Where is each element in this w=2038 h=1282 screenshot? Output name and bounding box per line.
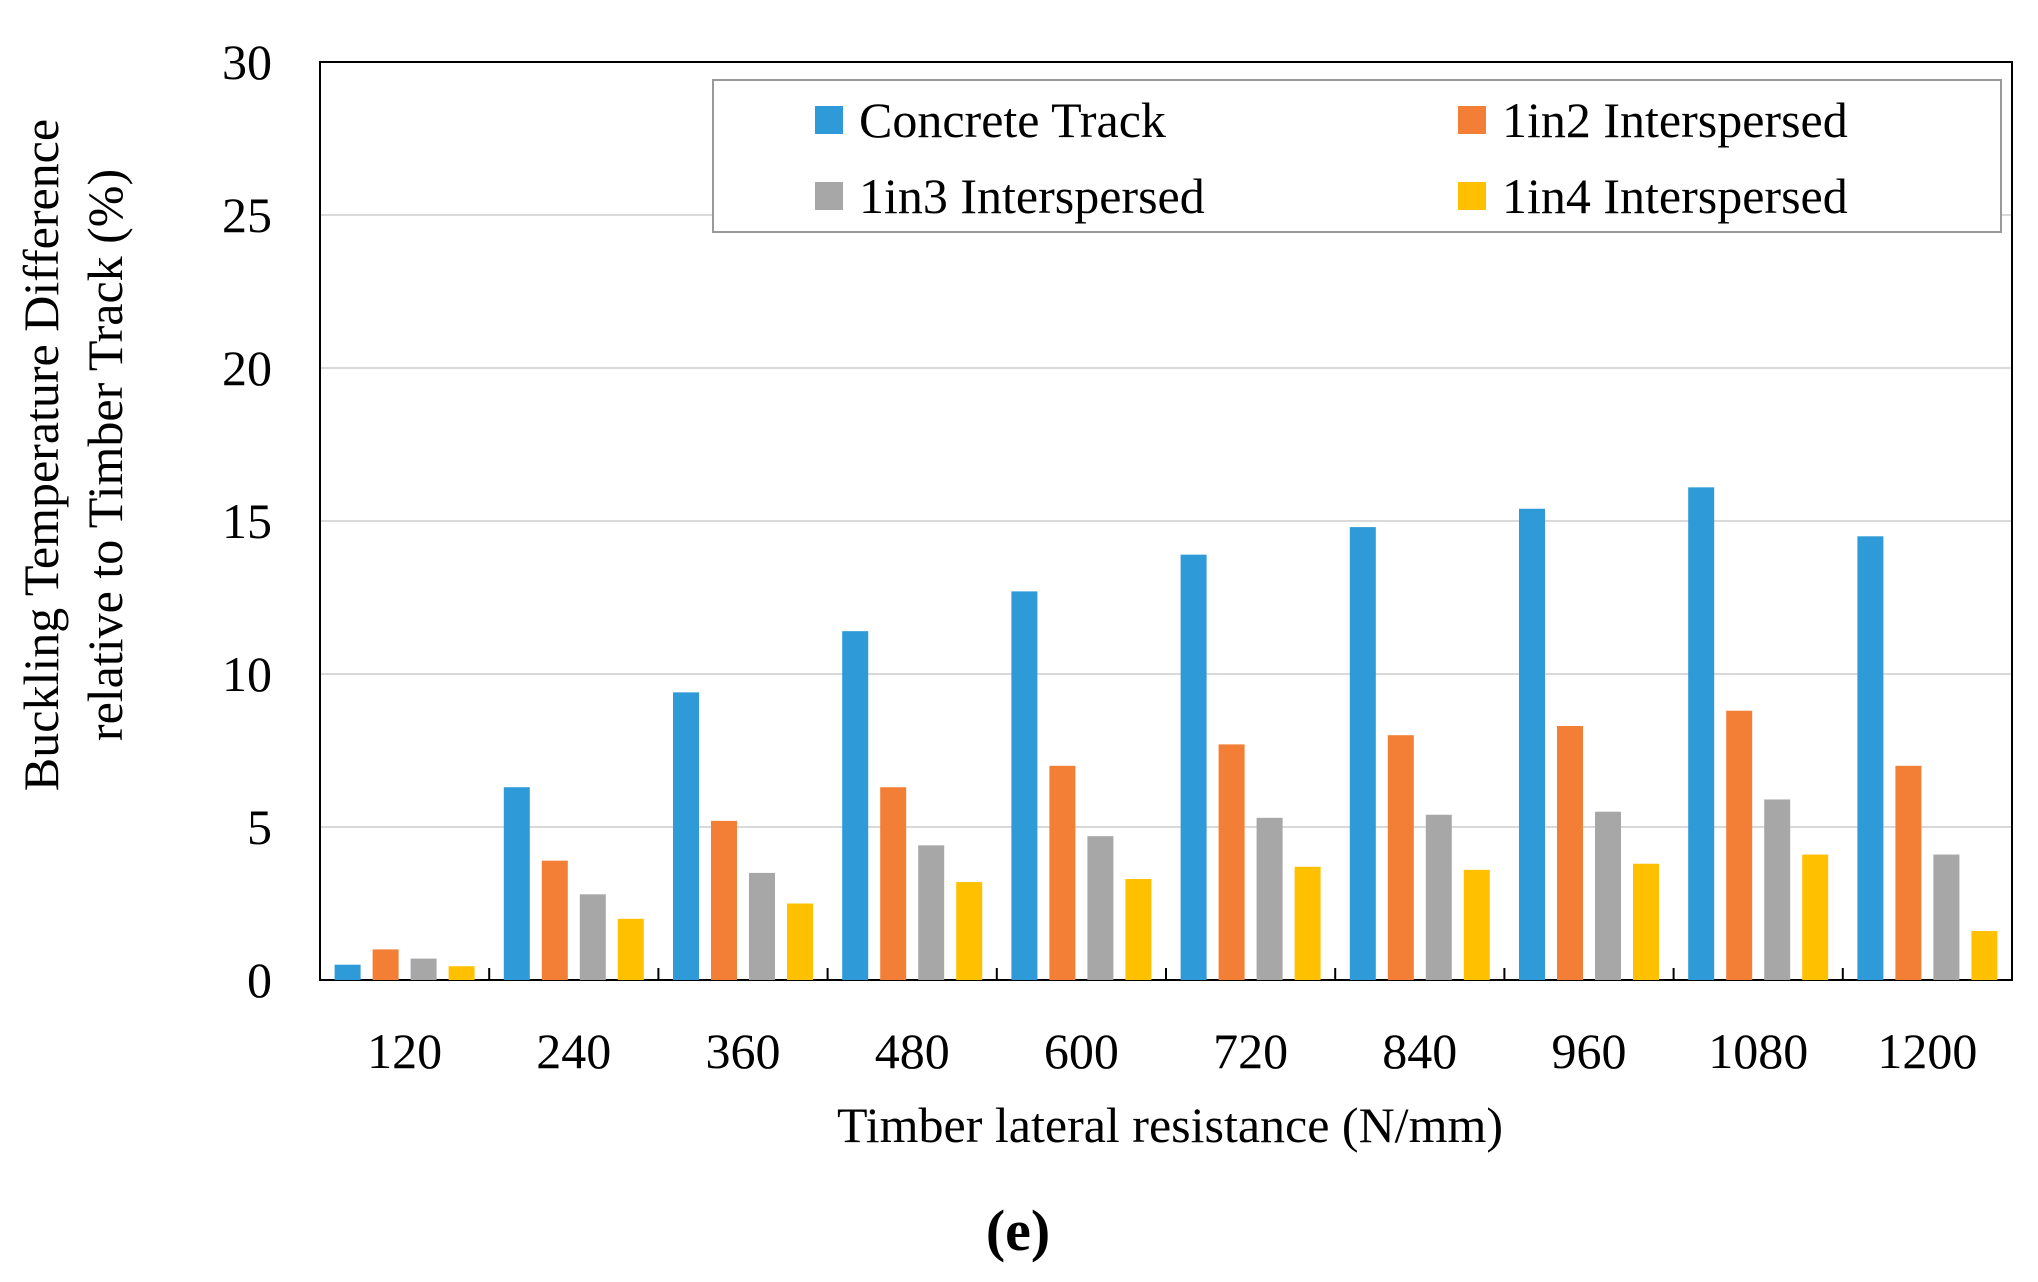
y-tick-labels: 0 5 10 15 20 25 30: [222, 34, 272, 1008]
bar-1in4-interspersed-600: [1125, 879, 1152, 980]
bar-1in4-interspersed-840: [1463, 869, 1490, 980]
legend-swatch: [815, 106, 843, 134]
y-tick-label: 25: [222, 187, 272, 243]
bar-1in4-interspersed-120: [448, 966, 475, 980]
bar-1in3-interspersed-1200: [1933, 854, 1960, 980]
bar-1in4-interspersed-1200: [1971, 931, 1998, 980]
y-tick-label: 15: [222, 493, 272, 549]
bar-1in3-interspersed-240: [579, 894, 606, 980]
legend: Concrete Track 1in2 Interspersed 1in3 Inte…: [712, 79, 2002, 233]
x-tick-label: 480: [875, 1023, 950, 1079]
bar-concrete-track-360: [673, 692, 699, 980]
bar-1in4-interspersed-360: [787, 903, 813, 980]
x-tick-label: 720: [1213, 1023, 1288, 1079]
legend-swatch: [815, 182, 843, 210]
legend-label: 1in3 Interspersed: [859, 168, 1205, 224]
x-tick-label: 240: [536, 1023, 611, 1079]
legend-box: [712, 79, 2002, 233]
bar-1in4-interspersed-960: [1633, 863, 1659, 980]
bar-1in2-interspersed-720: [1218, 744, 1245, 980]
y-tick-label: 20: [222, 340, 272, 396]
bar-concrete-track-720: [1180, 554, 1207, 980]
bar-1in2-interspersed-240: [541, 860, 568, 980]
bar-1in4-interspersed-720: [1294, 866, 1321, 980]
x-tick-label: 360: [706, 1023, 781, 1079]
legend-label: 1in2 Interspersed: [1502, 92, 1848, 148]
bar-1in3-interspersed-360: [749, 872, 775, 980]
axes: [319, 968, 2013, 980]
x-axis-title: Timber lateral resistance (N/mm): [837, 1097, 1503, 1153]
figure-caption: (e): [986, 1198, 1050, 1263]
bar-1in3-interspersed-960: [1595, 811, 1621, 980]
legend-swatch: [1458, 182, 1486, 210]
bar-1in2-interspersed-1200: [1895, 765, 1922, 980]
y-axis-title-line2: relative to Timber Track (%): [77, 169, 133, 741]
bar-1in2-interspersed-840: [1387, 735, 1414, 980]
bar-1in2-interspersed-480: [880, 787, 907, 980]
bar-1in3-interspersed-840: [1425, 814, 1452, 980]
y-tick-label: 30: [222, 34, 272, 90]
gridlines: [320, 214, 2012, 828]
y-tick-label: 5: [247, 799, 272, 855]
bar-concrete-track-240: [503, 787, 530, 980]
bar-1in3-interspersed-480: [918, 845, 945, 980]
bars: [334, 487, 1998, 980]
bar-1in2-interspersed-960: [1557, 726, 1583, 980]
legend-swatch: [1458, 106, 1486, 134]
legend-label: 1in4 Interspersed: [1502, 168, 1848, 224]
bar-concrete-track-840: [1349, 527, 1376, 980]
bar-1in4-interspersed-480: [956, 882, 983, 980]
bar-1in3-interspersed-720: [1256, 817, 1283, 980]
bar-1in2-interspersed-600: [1049, 765, 1076, 980]
x-tick-label: 840: [1382, 1023, 1457, 1079]
y-tick-label: 0: [247, 952, 272, 1008]
y-tick-label: 10: [222, 646, 272, 702]
x-tick-label: 1200: [1877, 1023, 1977, 1079]
bar-1in4-interspersed-1080: [1802, 854, 1829, 980]
bar-1in4-interspersed-240: [617, 918, 644, 980]
bar-concrete-track-1200: [1857, 536, 1884, 980]
bar-1in2-interspersed-1080: [1726, 710, 1753, 980]
bar-1in2-interspersed-360: [711, 820, 737, 980]
bar-concrete-track-600: [1011, 591, 1038, 980]
bar-1in3-interspersed-1080: [1764, 799, 1791, 980]
y-axis-title-line1: Buckling Temperature Difference: [13, 119, 69, 791]
legend-label: Concrete Track: [859, 92, 1166, 148]
bar-1in3-interspersed-120: [410, 958, 437, 980]
bar-concrete-track-120: [334, 964, 361, 980]
bar-concrete-track-1080: [1688, 487, 1715, 980]
bar-concrete-track-480: [842, 631, 869, 980]
x-tick-label: 1080: [1708, 1023, 1808, 1079]
bar-1in3-interspersed-600: [1087, 836, 1114, 980]
bar-concrete-track-960: [1519, 508, 1545, 980]
x-tick-label: 960: [1552, 1023, 1627, 1079]
bar-1in2-interspersed-120: [372, 949, 399, 980]
x-tick-labels: 120 240 360 480 600 720 840 960 1080 1200: [367, 1023, 1977, 1079]
x-tick-label: 120: [367, 1023, 442, 1079]
x-tick-label: 600: [1044, 1023, 1119, 1079]
